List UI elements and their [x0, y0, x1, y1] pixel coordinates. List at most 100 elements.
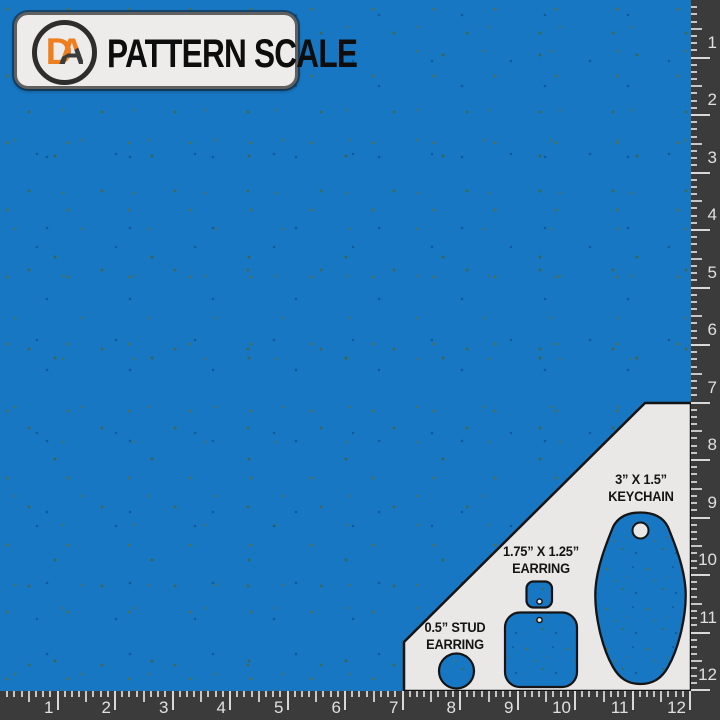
v-ruler-tick [691, 566, 697, 569]
h-ruler-tick [243, 691, 246, 697]
h-ruler-tick [264, 691, 267, 697]
h-ruler-tick [207, 691, 210, 697]
v-ruler-tick [691, 114, 710, 116]
v-ruler-tick [691, 509, 697, 512]
h-ruler-tick [164, 691, 167, 697]
h-ruler-tick [221, 691, 224, 697]
h-ruler-tick [437, 691, 440, 697]
h-ruler-tick [300, 691, 303, 697]
h-ruler-tick [530, 691, 533, 697]
h-ruler-tick [78, 691, 81, 697]
h-ruler-tick [624, 691, 627, 697]
h-ruler-tick [135, 691, 138, 697]
v-ruler-tick [691, 13, 697, 16]
h-ruler-tick [559, 691, 562, 697]
h-ruler-tick [609, 691, 612, 697]
v-ruler-tick [691, 667, 697, 670]
h-ruler-tick [128, 691, 131, 697]
v-ruler-tick [691, 602, 702, 605]
label-line-1: 1.75” X 1.25” [503, 544, 579, 559]
h-ruler-tick [459, 691, 461, 710]
v-ruler-tick [691, 200, 702, 203]
v-ruler-tick [691, 344, 710, 346]
v-ruler-tick [691, 415, 697, 418]
v-ruler-tick [691, 631, 710, 634]
v-ruler-tick [691, 336, 697, 339]
h-ruler-tick [509, 691, 512, 697]
v-ruler-number-12: 12 [698, 665, 717, 684]
v-ruler-tick [691, 171, 710, 174]
h-ruler-tick [272, 691, 275, 697]
h-ruler-tick [178, 691, 181, 697]
h-ruler-tick [681, 691, 684, 697]
v-ruler-tick [691, 609, 697, 612]
h-ruler-tick [430, 691, 433, 702]
h-ruler-tick [674, 691, 677, 697]
h-ruler-tick [358, 691, 361, 697]
h-ruler-tick [149, 691, 152, 697]
v-ruler-tick [691, 106, 697, 109]
v-ruler-tick [691, 624, 697, 627]
v-ruler-tick [691, 538, 697, 541]
h-ruler-tick [689, 691, 691, 710]
h-ruler-tick [42, 691, 45, 697]
h-ruler-tick [401, 691, 404, 710]
h-ruler-tick [523, 691, 526, 697]
v-ruler-tick [691, 653, 697, 656]
h-ruler-tick [322, 691, 325, 697]
v-ruler-tick [691, 408, 697, 411]
v-ruler-number-3: 3 [707, 147, 717, 167]
earring-label: 1.75” X 1.25” EARRING [489, 544, 594, 577]
h-ruler-tick [638, 691, 641, 697]
h-ruler-tick [372, 691, 375, 702]
v-ruler-tick [691, 574, 710, 576]
v-ruler-tick [691, 466, 697, 469]
label-line-1: 3” X 1.5” [615, 472, 667, 487]
v-ruler-number-1: 1 [707, 32, 717, 52]
h-ruler-tick [308, 691, 311, 697]
h-ruler-tick [286, 691, 289, 710]
h-ruler-tick [344, 691, 346, 710]
v-ruler-tick [691, 437, 697, 440]
v-ruler-tick [691, 243, 697, 246]
v-ruler-tick [691, 99, 697, 102]
h-ruler-tick [6, 691, 9, 697]
h-ruler-tick [487, 691, 490, 702]
v-ruler-number-2: 2 [707, 90, 717, 109]
keychain-label: 3” X 1.5” KEYCHAIN [584, 472, 698, 505]
h-ruler-tick [444, 691, 447, 697]
h-ruler-tick [63, 691, 66, 697]
h-ruler-tick [229, 691, 231, 710]
h-ruler-number-1: 1 [44, 698, 54, 717]
h-ruler-tick [494, 691, 497, 697]
v-ruler-number-7: 7 [707, 377, 717, 397]
v-ruler-number-4: 4 [707, 205, 717, 224]
h-ruler-tick [423, 691, 426, 697]
h-ruler-number-5: 5 [274, 698, 284, 717]
v-ruler-tick [691, 272, 697, 275]
h-ruler-tick [121, 691, 124, 697]
h-ruler-tick [660, 691, 663, 702]
v-ruler-tick [691, 34, 697, 37]
label-line-2: EARRING [512, 560, 570, 576]
h-ruler-tick [408, 691, 411, 697]
h-ruler-tick [293, 691, 296, 697]
h-ruler-tick [473, 691, 476, 697]
h-ruler-tick [595, 691, 598, 697]
h-ruler-tick [185, 691, 188, 697]
v-ruler-tick [691, 264, 697, 267]
v-ruler-tick [691, 689, 710, 691]
earring-top-shape [525, 580, 554, 609]
h-ruler-tick [653, 691, 656, 697]
h-ruler-tick [329, 691, 332, 697]
h-ruler-tick [336, 691, 339, 697]
v-ruler-tick [691, 85, 702, 88]
earring-top-hole [536, 598, 543, 605]
v-ruler-tick [691, 78, 697, 81]
v-ruler-tick [691, 487, 702, 490]
brand-logo: DA [32, 20, 97, 85]
v-ruler-tick [691, 588, 697, 591]
h-ruler-tick [566, 691, 569, 697]
v-ruler-tick [691, 286, 710, 289]
v-ruler-tick [691, 358, 697, 361]
